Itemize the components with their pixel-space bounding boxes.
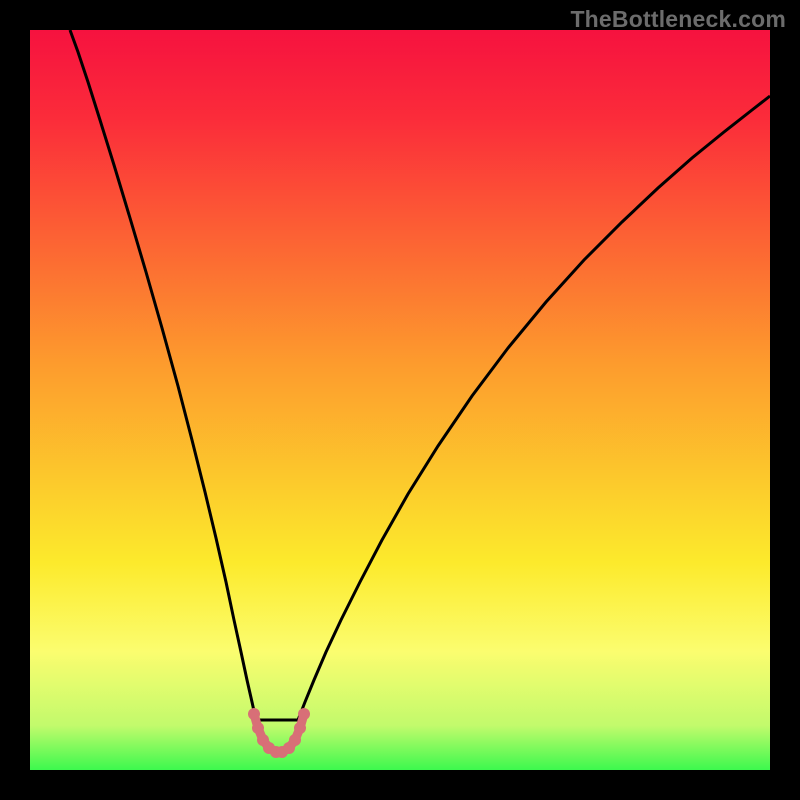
optimal-range-markers bbox=[248, 708, 310, 758]
bottleneck-curve bbox=[70, 30, 770, 720]
chart-frame: TheBottleneck.com bbox=[0, 0, 800, 800]
marker-dot bbox=[248, 708, 260, 720]
marker-dot bbox=[252, 722, 264, 734]
marker-dot bbox=[289, 734, 301, 746]
watermark-text: TheBottleneck.com bbox=[570, 6, 786, 33]
marker-dot bbox=[294, 722, 306, 734]
marker-dot bbox=[298, 708, 310, 720]
curve-svg bbox=[30, 30, 770, 770]
plot-area bbox=[30, 30, 770, 770]
